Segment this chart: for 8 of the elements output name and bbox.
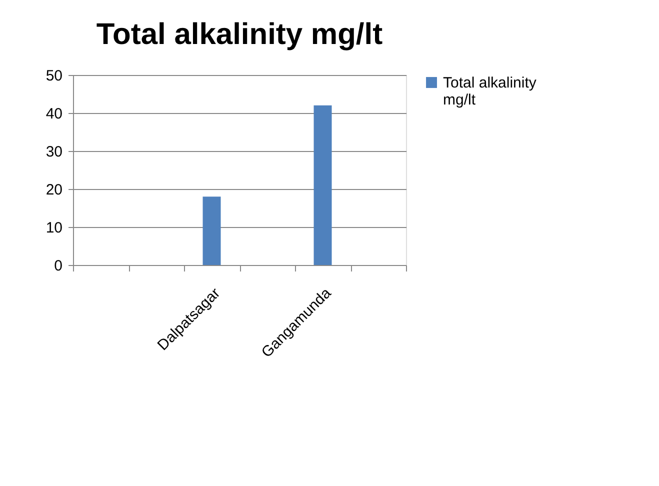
chart-title: Total alkalinity mg/lt bbox=[96, 18, 383, 51]
y-tick-label: 50 bbox=[46, 68, 62, 84]
y-tick-label: 20 bbox=[46, 182, 62, 198]
y-tick-label: 0 bbox=[54, 258, 62, 274]
y-tick-label: 10 bbox=[46, 220, 62, 236]
legend-label: Total alkalinity mg/lt bbox=[443, 74, 537, 108]
y-tick-label: 40 bbox=[46, 106, 62, 122]
y-tick-label: 30 bbox=[46, 144, 62, 160]
